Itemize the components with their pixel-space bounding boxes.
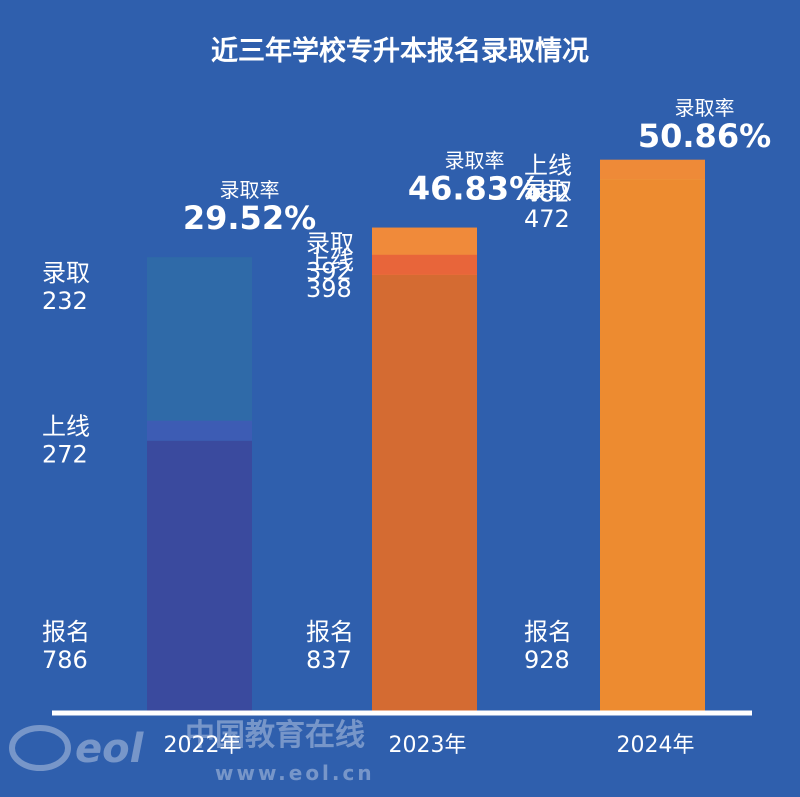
bar-2022年-passed-band [147, 420, 252, 441]
label-2024年-admitted-name: 录取 [524, 177, 572, 205]
rate-value-2023年: 46.83% [408, 170, 541, 208]
rate-label-2023年: 录取率 [445, 149, 505, 173]
watermark: eol 中国教育在线 www.eol.cn [9, 718, 375, 785]
watermark-text: 中国教育在线 [185, 718, 365, 753]
bar-2024年-registered [600, 179, 705, 713]
label-2023年-registered-name: 报名 [306, 618, 354, 646]
x-tick-2024年: 2024年 [617, 733, 695, 758]
bar-2022年-registered [147, 440, 252, 713]
rate-value-2024年: 50.86% [638, 117, 771, 155]
bar-2024年-passed-band [600, 159, 705, 180]
rate-label-2024年: 录取率 [675, 96, 735, 120]
label-2024年-passed-name: 上线 [524, 152, 572, 180]
chart-title: 近三年学校专升本报名录取情况 [211, 35, 589, 67]
label-2023年-admitted-value: 392 [306, 258, 352, 286]
label-2024年-registered-value: 928 [524, 646, 570, 674]
eol-logo-text: eol [75, 726, 145, 772]
label-2023年-registered-value: 837 [306, 646, 352, 674]
label-2022年-admitted-value: 232 [42, 287, 88, 315]
label-2024年-passed-value: 482 [524, 180, 570, 208]
x-tick-2023年: 2023年 [389, 733, 467, 758]
label-2023年-passed-name: 上线 [306, 247, 354, 275]
watermark-url: www.eol.cn [215, 761, 375, 785]
label-2022年-registered-value: 786 [42, 646, 88, 674]
x-tick-2022年: 2022年 [164, 733, 242, 758]
label-2023年-admitted-name: 录取 [306, 230, 354, 258]
label-2022年-passed-name: 上线 [42, 413, 90, 441]
label-2024年-registered-name: 报名 [524, 618, 572, 646]
label-2022年-passed-value: 272 [42, 441, 88, 469]
rate-value-2022年: 29.52% [183, 199, 316, 237]
label-2024年-admitted-value: 472 [524, 205, 570, 233]
label-2022年-registered-name: 报名 [42, 618, 90, 646]
rate-label-2022年: 录取率 [220, 178, 280, 202]
label-2023年-passed-value: 398 [306, 275, 352, 303]
bar-2023年-registered [372, 274, 477, 713]
bar-2023年-passed-band [372, 254, 477, 275]
eol-logo-icon [9, 725, 71, 771]
label-2022年-admitted-name: 录取 [42, 259, 90, 287]
